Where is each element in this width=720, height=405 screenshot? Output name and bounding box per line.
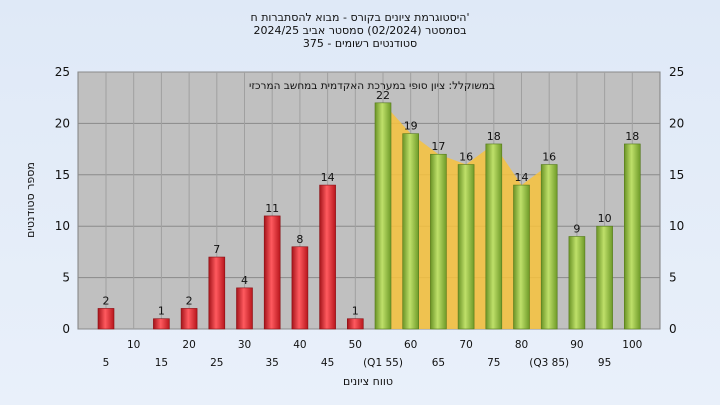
bar-value-label: 4 [241,274,248,287]
bar [236,287,253,330]
bar [180,308,198,330]
x-tick-label: 15 [155,357,168,369]
bar-value-label: 7 [213,243,220,256]
y-tick-label-left: 10 [55,219,70,233]
chart-annotation: במשוקלל: ציון סופי במערכת האקדמית במחשב … [249,80,495,92]
y-tick-label-right: 0 [669,322,677,336]
bar [540,164,558,330]
x-tick-label: 75 [487,357,500,369]
y-tick-label-right: 5 [669,271,677,285]
x-tick-label: 95 [598,357,611,369]
bar [457,164,475,330]
x-tick-label: 20 [182,339,195,351]
plot-background [77,71,661,330]
bar-value-label: 14 [515,171,529,184]
x-tick-label: 100 [622,339,642,351]
bar [513,184,530,330]
bar-value-label: 18 [625,130,639,143]
bar [430,153,447,330]
bar [485,143,503,330]
chart-title-line-1: היסטוגרמת ציונים בקורס - מבוא להסתברות ח… [250,11,470,24]
bar [153,318,170,330]
x-tick-label: 10 [127,339,140,351]
bar-value-label: 2 [103,294,110,307]
y-tick-label-right: 25 [669,65,684,79]
x-tick-label: 25 [210,357,223,369]
y-tick-label-right: 20 [669,116,684,130]
x-tick-label: 35 [266,357,279,369]
bar [208,256,226,330]
x-tick-label: 60 [404,339,417,351]
bar [291,246,309,330]
bar [263,215,281,330]
chart-title-line-2: בסמסטר (02/2024) סמסטר אביב 2024/25 [253,24,467,37]
x-tick-label: 80 [515,339,528,351]
x-axis-title: טווח ציונים [343,375,393,388]
x-tick-label: (Q1 55) [363,357,403,369]
bar-value-label: 16 [459,151,473,164]
chart-title-line-3: 375 - סטודנטים רשומים [302,37,418,50]
bar-value-label: 9 [573,222,580,235]
bar [623,143,641,330]
x-tick-label: 50 [349,339,362,351]
bar [97,308,115,330]
bar [346,318,364,330]
y-tick-label-left: 25 [55,65,70,79]
y-tick-label-right: 10 [669,219,684,233]
bar-value-label: 10 [598,212,612,225]
y-tick-label-left: 15 [55,168,70,182]
bar-value-label: 2 [186,294,193,307]
x-tick-label: 5 [103,357,110,369]
y-axis-title: מספר סטודנטים [24,162,37,238]
bar-value-label: 22 [376,89,390,102]
bar-value-label: 18 [487,130,501,143]
bar [374,102,392,330]
bar [402,133,420,330]
bar-value-label: 11 [265,202,279,215]
bar [568,236,586,330]
x-tick-label: 65 [432,357,445,369]
x-tick-label: 70 [459,339,472,351]
y-tick-label-left: 5 [62,271,70,285]
x-tick-label: 45 [321,357,334,369]
x-tick-label: 40 [293,339,306,351]
bar [596,225,613,330]
x-tick-label: (Q3 85) [529,357,569,369]
y-tick-label-right: 15 [669,168,684,182]
bar-value-label: 14 [321,171,335,184]
x-tick-label: 90 [570,339,583,351]
bar-value-label: 16 [542,151,556,164]
bar-value-label: 17 [431,140,445,153]
bar-value-label: 8 [296,233,303,246]
x-tick-label: 30 [238,339,251,351]
y-tick-label-left: 20 [55,116,70,130]
bar-value-label: 1 [352,305,359,318]
bar-value-label: 19 [404,120,418,133]
y-tick-label-left: 0 [62,322,70,336]
bar-value-label: 1 [158,305,165,318]
bar [319,184,336,330]
